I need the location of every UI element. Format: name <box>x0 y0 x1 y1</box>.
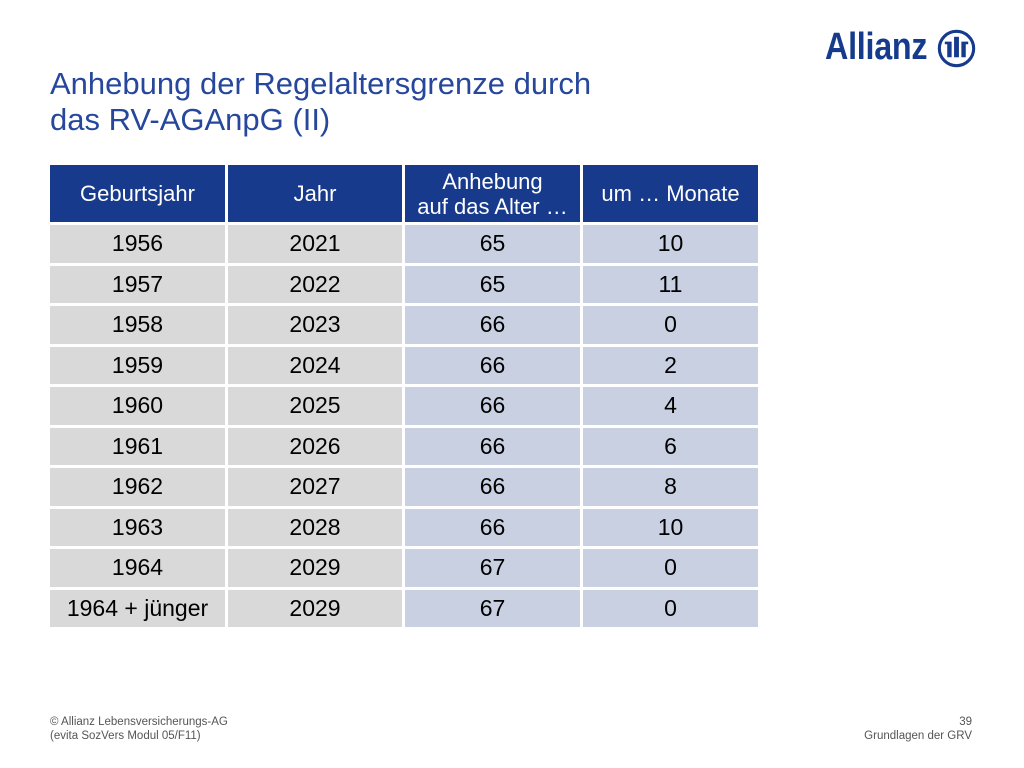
cell-year: 2021 <box>228 225 402 263</box>
cell-birth-year: 1964 <box>50 549 225 587</box>
cell-birth-year: 1963 <box>50 508 225 546</box>
footer-left: © Allianz Lebensversicherungs-AG (evita … <box>50 715 228 743</box>
cell-year: 2026 <box>228 427 402 465</box>
brand-wordmark: Allianz <box>825 26 928 68</box>
cell-year: 2029 <box>228 589 402 627</box>
cell-birth-year: 1957 <box>50 265 225 303</box>
cell-retirement-age: 66 <box>405 427 580 465</box>
cell-year: 2024 <box>228 346 402 384</box>
column-header-retirement-age: Anhebung auf das Alter … <box>405 165 580 222</box>
slide-title-line-2: das RV-AGAnpG (II) <box>50 102 331 137</box>
cell-additional-months: 8 <box>583 468 758 506</box>
cell-retirement-age: 66 <box>405 387 580 425</box>
column-header-birth-year: Geburtsjahr <box>50 165 225 222</box>
slide-title: Anhebung der Regelaltersgrenze durch das… <box>50 66 591 138</box>
cell-year: 2023 <box>228 306 402 344</box>
cell-retirement-age: 66 <box>405 508 580 546</box>
cell-additional-months: 0 <box>583 549 758 587</box>
cell-year: 2025 <box>228 387 402 425</box>
slide-title-line-1: Anhebung der Regelaltersgrenze durch <box>50 66 592 101</box>
cell-birth-year: 1961 <box>50 427 225 465</box>
cell-year: 2027 <box>228 468 402 506</box>
cell-additional-months: 10 <box>583 225 758 263</box>
cell-birth-year: 1962 <box>50 468 225 506</box>
page-number: 39 <box>959 716 972 728</box>
cell-birth-year: 1956 <box>50 225 225 263</box>
cell-additional-months: 0 <box>583 589 758 627</box>
cell-retirement-age: 65 <box>405 225 580 263</box>
retirement-age-table: Geburtsjahr Jahr Anhebung auf das Alter … <box>50 165 758 627</box>
column-header-year: Jahr <box>228 165 402 222</box>
footer-module: (evita SozVers Modul 05/F11) <box>50 730 201 742</box>
cell-additional-months: 2 <box>583 346 758 384</box>
cell-retirement-age: 66 <box>405 468 580 506</box>
cell-additional-months: 10 <box>583 508 758 546</box>
cell-retirement-age: 67 <box>405 589 580 627</box>
cell-year: 2029 <box>228 549 402 587</box>
cell-additional-months: 11 <box>583 265 758 303</box>
footer-copyright: © Allianz Lebensversicherungs-AG <box>50 716 228 728</box>
cell-additional-months: 0 <box>583 306 758 344</box>
column-header-additional-months: um … Monate <box>583 165 758 222</box>
cell-additional-months: 4 <box>583 387 758 425</box>
cell-additional-months: 6 <box>583 427 758 465</box>
cell-retirement-age: 65 <box>405 265 580 303</box>
cell-retirement-age: 67 <box>405 549 580 587</box>
cell-retirement-age: 66 <box>405 306 580 344</box>
footer-section: Grundlagen der GRV <box>864 730 972 742</box>
cell-year: 2022 <box>228 265 402 303</box>
cell-birth-year: 1964 + jünger <box>50 589 225 627</box>
brand-logo: Allianz <box>825 26 977 70</box>
cell-year: 2028 <box>228 508 402 546</box>
cell-birth-year: 1960 <box>50 387 225 425</box>
cell-birth-year: 1958 <box>50 306 225 344</box>
cell-birth-year: 1959 <box>50 346 225 384</box>
footer-right: 39 Grundlagen der GRV <box>864 715 972 743</box>
allianz-logo-icon <box>937 29 976 68</box>
cell-retirement-age: 66 <box>405 346 580 384</box>
